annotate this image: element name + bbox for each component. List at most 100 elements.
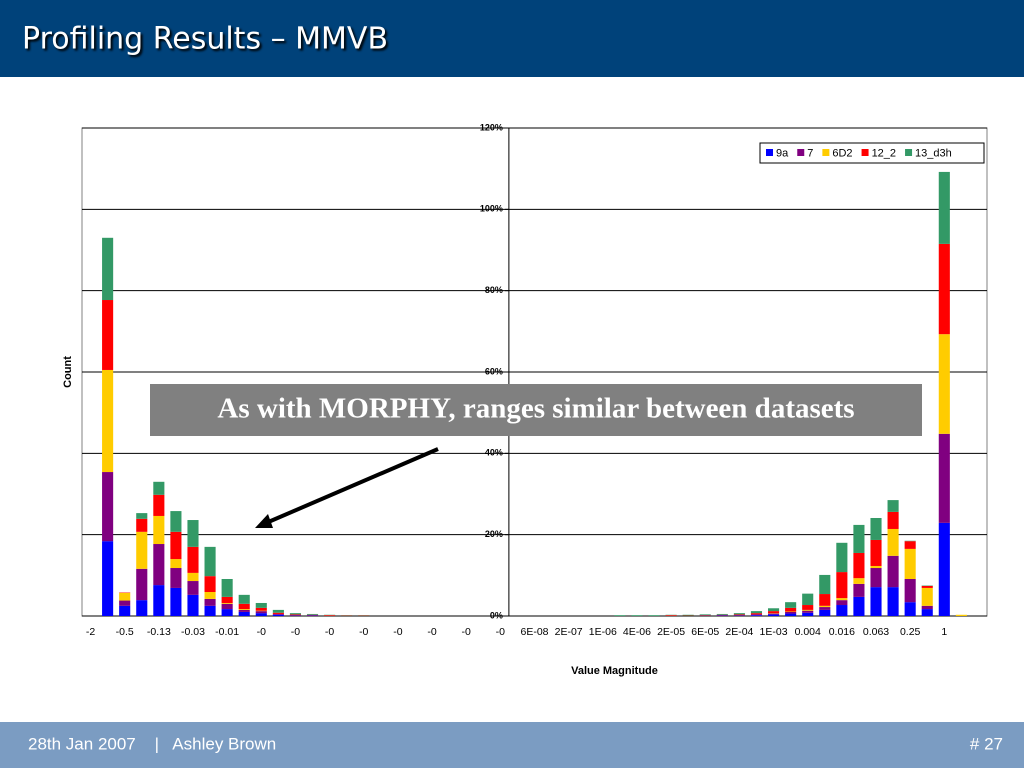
- bar-segment: [921, 609, 933, 616]
- bar-segment: [819, 607, 831, 610]
- bar-segment: [819, 594, 831, 606]
- bar-segment: [665, 615, 677, 616]
- bar-segment: [921, 585, 933, 588]
- bar-segment: [768, 608, 780, 612]
- legend-swatch: [905, 149, 913, 156]
- bar-segment: [836, 572, 848, 599]
- x-tick-label: -0: [427, 626, 436, 638]
- x-tick-label: -0: [291, 626, 300, 638]
- bar-segment: [853, 583, 865, 597]
- bar-segment: [136, 518, 148, 532]
- bar-segment: [255, 613, 267, 616]
- bar-segment: [819, 609, 831, 616]
- bar-segment: [938, 243, 950, 335]
- bar-segment: [938, 334, 950, 434]
- bar-segment: [119, 600, 131, 606]
- legend-box: [759, 142, 985, 164]
- footer-left: 28th Jan 2007 | Ashley Brown: [28, 734, 276, 753]
- x-tick-label: 0.25: [900, 626, 921, 638]
- bar-segment: [938, 433, 950, 523]
- bar-segment: [870, 565, 882, 569]
- bar-segment: [853, 596, 865, 616]
- bar-segment: [802, 609, 814, 611]
- x-tick-label: 0.063: [863, 626, 889, 638]
- bar-segment: [785, 611, 797, 614]
- bar-segment: [238, 609, 250, 612]
- x-tick-label: 6E-08: [520, 626, 548, 638]
- bar-segment: [648, 615, 660, 616]
- slide-title: Profiling Results – MMVB: [22, 22, 388, 57]
- bar-segment: [153, 515, 165, 545]
- bar-segment: [750, 614, 763, 616]
- x-tick-label: 1E-06: [589, 626, 617, 638]
- bar-segment: [887, 511, 899, 529]
- bar-segment: [170, 559, 182, 569]
- x-tick-label: 2E-07: [555, 626, 583, 638]
- bar-segment: [136, 568, 148, 601]
- legend-label: 6D2: [832, 147, 852, 159]
- bar-segment: [887, 528, 899, 556]
- bar-segment: [272, 609, 284, 613]
- bar-segment: [853, 524, 865, 553]
- bar-segment: [221, 603, 233, 610]
- bar-segment: [836, 600, 848, 606]
- bar-segment: [921, 587, 933, 606]
- footer-right: # 27: [970, 734, 1003, 753]
- footer-bar: [0, 722, 1024, 768]
- header-bar: [0, 0, 1024, 77]
- annotation-arrow: [265, 447, 439, 525]
- bar-segment: [102, 237, 114, 301]
- bar-segment: [955, 614, 967, 616]
- bar-segment: [904, 578, 916, 603]
- bar-segment: [221, 578, 233, 597]
- bar-segment: [802, 612, 814, 616]
- arrow-head: [255, 514, 273, 528]
- x-tick-label: 2E-04: [725, 626, 753, 638]
- bar-segment: [802, 605, 814, 610]
- bar-segment: [102, 472, 114, 542]
- bar-segment: [768, 613, 780, 615]
- y-axis-label: Count: [62, 356, 74, 388]
- bar-segment: [870, 539, 882, 566]
- bar-segment: [682, 614, 694, 616]
- bar-segment: [785, 607, 797, 612]
- bar-segment: [289, 613, 301, 615]
- bar-segment: [836, 542, 848, 573]
- bar-segment: [170, 568, 182, 588]
- legend-swatch: [797, 149, 805, 156]
- bar-segment: [153, 494, 165, 516]
- bar-segment: [204, 592, 216, 599]
- legend-label: 12_2: [872, 147, 896, 159]
- bar-segment: [785, 613, 797, 616]
- legend-swatch: [822, 149, 830, 156]
- bar-segment: [238, 603, 250, 610]
- bar-segment: [887, 587, 899, 616]
- bar-segment: [887, 500, 899, 512]
- y-tick-label: 120%: [480, 122, 503, 132]
- bar-segment: [102, 541, 114, 616]
- bar-segment: [221, 596, 233, 603]
- bar-segment: [853, 552, 865, 579]
- bar-segment: [102, 300, 114, 370]
- x-tick-label: 2E-05: [657, 626, 685, 638]
- bar-segment: [802, 610, 814, 613]
- legend-label: 13_d3h: [915, 147, 952, 159]
- bar-segment: [187, 581, 199, 595]
- bar-segment: [170, 511, 182, 532]
- bar-segment: [750, 615, 763, 616]
- chart: 0% 20% 40% 60% 80% 100% 120% -2 -0.5 -0.13 -0.03 -0…: [62, 122, 988, 677]
- x-tick-label: -0: [359, 626, 368, 638]
- x-tick-label: -0: [462, 626, 471, 638]
- x-tick-label: 4E-06: [623, 626, 651, 638]
- x-tick-label: -0.5: [116, 626, 134, 638]
- bar-segment: [870, 517, 882, 540]
- bar-segment: [187, 594, 199, 616]
- bar-segment: [187, 520, 199, 547]
- bar-segment: [819, 574, 831, 595]
- x-tick-label: 0.004: [795, 626, 821, 638]
- bar-segment: [119, 605, 131, 616]
- bar-segment: [255, 607, 267, 611]
- bar-segment: [153, 544, 165, 586]
- y-tick-label: 0%: [490, 610, 503, 620]
- bar-segment: [802, 593, 814, 606]
